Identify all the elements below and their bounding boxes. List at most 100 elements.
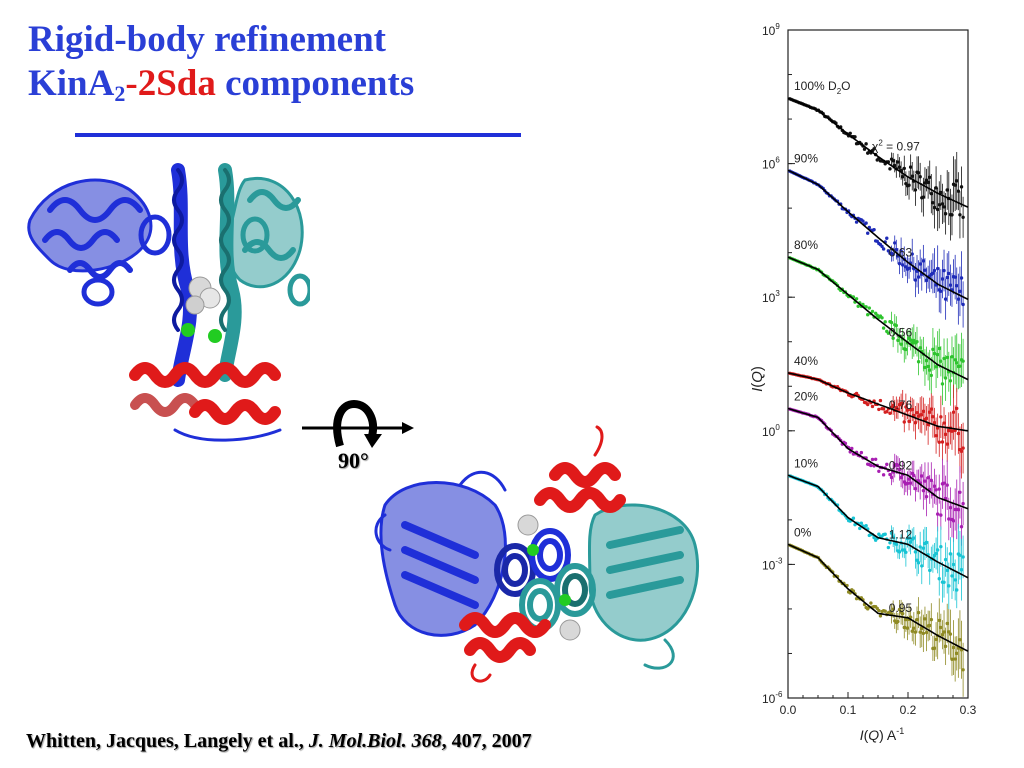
title-kina-subscript: 2 bbox=[114, 81, 126, 106]
data-point bbox=[955, 588, 959, 592]
data-point bbox=[921, 195, 926, 199]
data-point bbox=[959, 525, 964, 529]
x-tick-label: 0.3 bbox=[960, 703, 977, 717]
data-point bbox=[910, 341, 914, 345]
data-point bbox=[867, 306, 871, 310]
data-point bbox=[902, 625, 906, 630]
data-point bbox=[894, 323, 899, 328]
data-point bbox=[950, 657, 954, 661]
data-point bbox=[900, 175, 905, 179]
data-point bbox=[891, 403, 895, 408]
data-point bbox=[942, 481, 946, 485]
data-point bbox=[956, 297, 961, 301]
data-point bbox=[885, 410, 889, 414]
data-point bbox=[913, 421, 918, 425]
model-fit-line bbox=[787, 97, 969, 208]
data-point bbox=[912, 626, 916, 630]
data-point bbox=[961, 668, 965, 672]
data-point bbox=[937, 203, 941, 207]
data-point bbox=[950, 429, 954, 433]
data-point bbox=[945, 188, 949, 192]
title-underline bbox=[75, 133, 521, 137]
data-point bbox=[951, 645, 956, 650]
data-point bbox=[955, 651, 959, 656]
data-point bbox=[916, 561, 921, 565]
model-fit-line bbox=[787, 372, 969, 432]
data-point bbox=[955, 179, 959, 183]
x-axis-label-exp: -1 bbox=[896, 726, 904, 736]
data-point bbox=[888, 472, 892, 477]
data-point bbox=[929, 191, 934, 196]
data-point bbox=[940, 632, 945, 637]
data-point bbox=[854, 297, 859, 301]
series-1 bbox=[787, 169, 969, 328]
data-point bbox=[877, 469, 881, 474]
data-point bbox=[920, 626, 924, 631]
series-label: 0% bbox=[794, 525, 812, 539]
data-point bbox=[961, 359, 965, 363]
data-point bbox=[935, 548, 940, 552]
data-point bbox=[921, 259, 926, 263]
data-point bbox=[907, 536, 911, 540]
title-components: components bbox=[215, 63, 415, 104]
citation: Whitten, Jacques, Langely et al., J. Mol… bbox=[26, 730, 532, 753]
x-axis-label-unit: A bbox=[884, 727, 897, 743]
data-point bbox=[858, 526, 862, 531]
data-point bbox=[910, 629, 914, 633]
data-point bbox=[937, 577, 941, 581]
data-point bbox=[961, 215, 965, 219]
data-point bbox=[945, 355, 949, 360]
data-point bbox=[899, 342, 903, 346]
data-point bbox=[942, 421, 946, 425]
x-tick-label: 0.0 bbox=[780, 703, 797, 717]
data-point bbox=[873, 457, 878, 461]
chi2-value: 0.92 bbox=[889, 458, 913, 472]
data-point bbox=[913, 278, 918, 282]
series-label: 90% bbox=[794, 151, 818, 165]
chart-ticks: 0.0 0.1 0.2 0.3 109 106 103 100 10-3 10-6 bbox=[762, 22, 977, 717]
data-point bbox=[918, 545, 922, 549]
data-point bbox=[894, 247, 899, 252]
data-point bbox=[856, 304, 860, 309]
data-point bbox=[916, 359, 921, 364]
chi2-value: 1.12 bbox=[889, 527, 913, 541]
data-point bbox=[916, 610, 921, 615]
data-point bbox=[926, 475, 930, 480]
series-label: 80% bbox=[794, 238, 818, 252]
data-point bbox=[889, 320, 894, 325]
data-point bbox=[940, 440, 945, 444]
data-point bbox=[902, 420, 906, 424]
data-point bbox=[958, 289, 962, 294]
data-point bbox=[908, 338, 913, 342]
data-point bbox=[924, 358, 929, 363]
kina-teal-domain bbox=[218, 163, 310, 382]
data-point bbox=[886, 545, 891, 550]
data-point bbox=[891, 535, 895, 539]
data-point bbox=[923, 365, 927, 370]
data-point bbox=[881, 407, 886, 411]
data-point bbox=[958, 490, 962, 494]
data-point bbox=[953, 183, 957, 187]
chi2-value: 0.76 bbox=[889, 398, 913, 412]
data-point bbox=[891, 607, 895, 611]
data-point bbox=[877, 608, 881, 613]
data-point bbox=[880, 316, 884, 320]
data-point bbox=[943, 212, 948, 216]
data-point bbox=[869, 601, 873, 605]
model-fit-line bbox=[787, 407, 969, 510]
data-point bbox=[939, 190, 943, 195]
data-point bbox=[907, 419, 911, 424]
data-point bbox=[883, 532, 887, 536]
data-point bbox=[950, 574, 954, 578]
data-point bbox=[915, 339, 919, 344]
data-point bbox=[910, 174, 914, 178]
data-point bbox=[928, 368, 932, 372]
chi2-label: χ2 = 0.97 bbox=[872, 138, 920, 153]
data-point bbox=[945, 275, 949, 280]
data-point bbox=[907, 477, 911, 481]
data-point bbox=[891, 159, 895, 163]
data-point bbox=[959, 185, 964, 189]
data-point bbox=[913, 550, 918, 554]
data-point bbox=[921, 488, 926, 493]
data-point bbox=[942, 356, 946, 361]
